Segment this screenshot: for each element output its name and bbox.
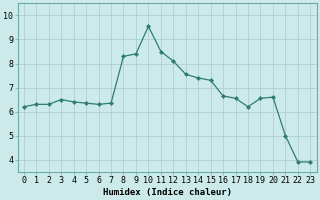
- X-axis label: Humidex (Indice chaleur): Humidex (Indice chaleur): [103, 188, 232, 197]
